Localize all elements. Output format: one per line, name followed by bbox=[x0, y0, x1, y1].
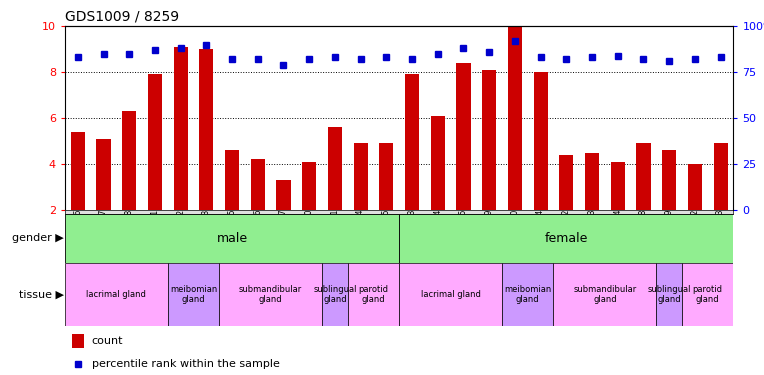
Bar bbox=[71, 132, 85, 210]
Text: submandibular
gland: submandibular gland bbox=[239, 285, 303, 304]
Text: gender ▶: gender ▶ bbox=[12, 233, 64, 243]
Bar bbox=[354, 143, 367, 210]
Text: lacrimal gland: lacrimal gland bbox=[421, 290, 481, 299]
Bar bbox=[168, 262, 219, 326]
Bar bbox=[405, 75, 419, 210]
Bar bbox=[559, 155, 574, 210]
Bar bbox=[199, 49, 213, 210]
Text: meibomian
gland: meibomian gland bbox=[170, 285, 217, 304]
Text: submandibular
gland: submandibular gland bbox=[573, 285, 636, 304]
Text: parotid
gland: parotid gland bbox=[358, 285, 388, 304]
Text: sublingual
gland: sublingual gland bbox=[647, 285, 691, 304]
Bar bbox=[122, 111, 136, 210]
Bar bbox=[148, 75, 162, 210]
Bar bbox=[688, 164, 702, 210]
Text: parotid
gland: parotid gland bbox=[693, 285, 723, 304]
Text: lacrimal gland: lacrimal gland bbox=[86, 290, 146, 299]
Bar bbox=[277, 180, 290, 210]
Bar bbox=[328, 128, 342, 210]
Bar bbox=[585, 153, 599, 210]
Bar bbox=[636, 143, 650, 210]
Bar bbox=[400, 262, 502, 326]
Bar bbox=[251, 159, 265, 210]
Bar bbox=[714, 143, 727, 210]
Text: sublingual
gland: sublingual gland bbox=[313, 285, 357, 304]
Bar bbox=[65, 214, 400, 262]
Text: female: female bbox=[545, 232, 588, 244]
Bar bbox=[173, 47, 188, 210]
Bar bbox=[96, 139, 111, 210]
Bar bbox=[482, 70, 497, 210]
Bar bbox=[456, 63, 471, 210]
Text: GDS1009 / 8259: GDS1009 / 8259 bbox=[65, 10, 179, 24]
Text: percentile rank within the sample: percentile rank within the sample bbox=[92, 359, 280, 369]
Text: male: male bbox=[216, 232, 248, 244]
Text: meibomian
gland: meibomian gland bbox=[504, 285, 552, 304]
Bar bbox=[322, 262, 348, 326]
Bar bbox=[656, 262, 682, 326]
Bar bbox=[431, 116, 445, 210]
Bar bbox=[302, 162, 316, 210]
Bar bbox=[72, 334, 84, 348]
Bar bbox=[662, 150, 676, 210]
Bar bbox=[219, 262, 322, 326]
Bar bbox=[682, 262, 733, 326]
Bar bbox=[610, 162, 625, 210]
Bar bbox=[508, 27, 522, 210]
Bar bbox=[553, 262, 656, 326]
Bar bbox=[400, 214, 733, 262]
Text: tissue ▶: tissue ▶ bbox=[19, 290, 64, 299]
Bar bbox=[65, 262, 168, 326]
Bar bbox=[348, 262, 400, 326]
Bar bbox=[225, 150, 239, 210]
Bar bbox=[533, 72, 548, 210]
Text: count: count bbox=[92, 336, 123, 346]
Bar bbox=[502, 262, 553, 326]
Bar bbox=[379, 143, 393, 210]
